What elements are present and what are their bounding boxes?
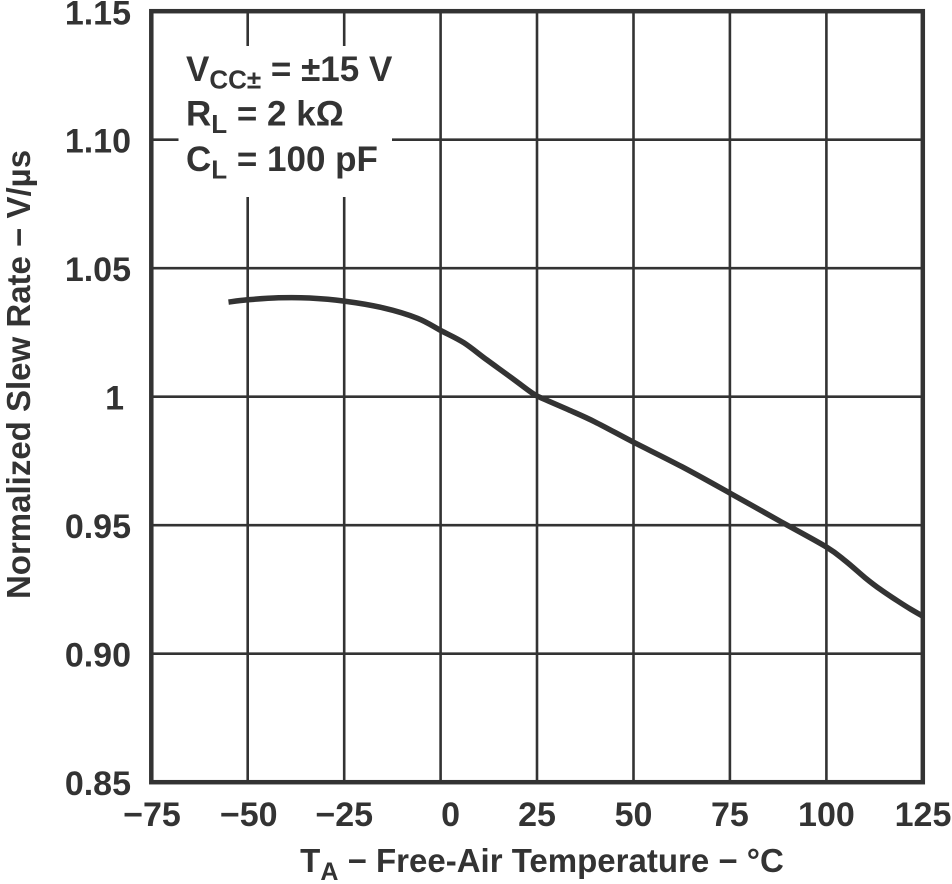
svg-text:−75: −75 <box>123 796 181 834</box>
svg-text:100: 100 <box>798 796 855 834</box>
svg-text:Normalized Slew Rate − V/µs: Normalized Slew Rate − V/µs <box>0 150 37 599</box>
svg-text:RL = 2 kΩ: RL = 2 kΩ <box>186 95 344 140</box>
svg-text:25: 25 <box>518 796 556 834</box>
svg-text:0: 0 <box>441 796 460 834</box>
svg-text:TA − Free-Air Temperature − °C: TA − Free-Air Temperature − °C <box>300 842 784 884</box>
svg-text:75: 75 <box>711 796 749 834</box>
svg-text:CL = 100 pF: CL = 100 pF <box>186 140 378 185</box>
svg-text:0.90: 0.90 <box>65 637 131 675</box>
svg-text:−50: −50 <box>220 796 278 834</box>
svg-text:0.85: 0.85 <box>65 765 131 803</box>
svg-text:125: 125 <box>895 796 952 834</box>
svg-text:1.05: 1.05 <box>65 251 131 289</box>
svg-text:0.95: 0.95 <box>65 508 131 546</box>
svg-text:50: 50 <box>615 796 653 834</box>
svg-text:1: 1 <box>105 380 124 418</box>
svg-text:−25: −25 <box>315 796 373 834</box>
svg-text:1.10: 1.10 <box>65 123 131 161</box>
svg-text:1.15: 1.15 <box>65 0 131 33</box>
